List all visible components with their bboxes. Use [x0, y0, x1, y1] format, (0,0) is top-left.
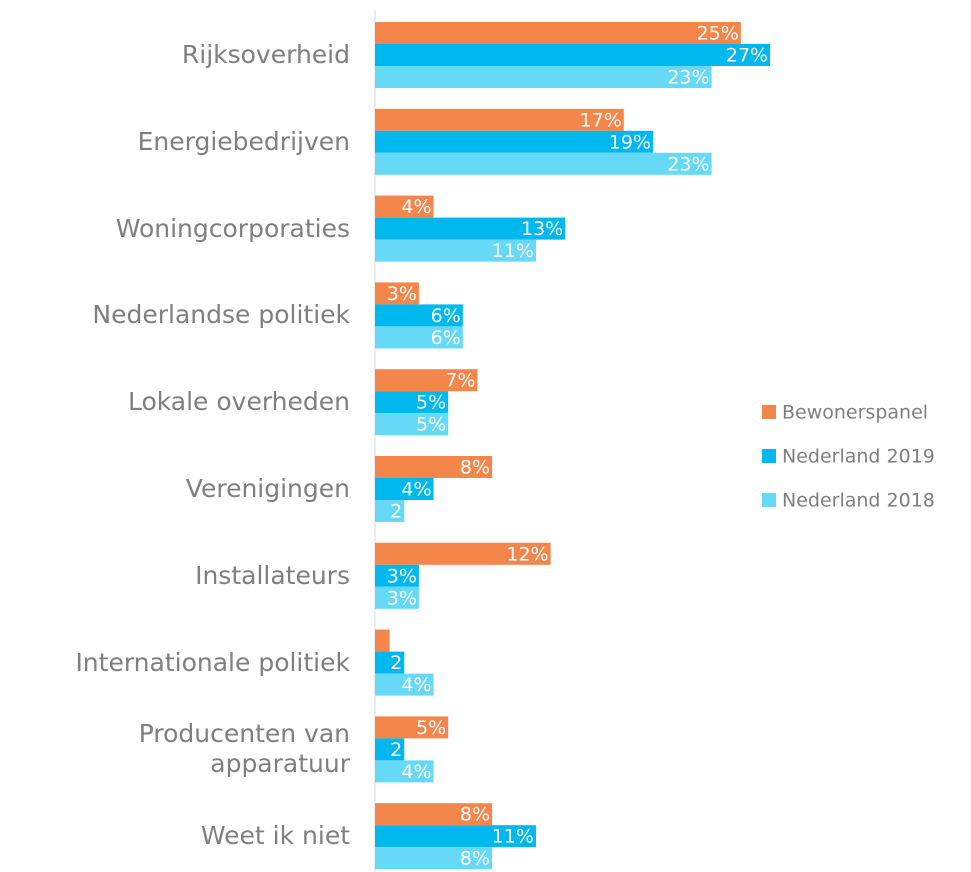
legend-swatch: [762, 405, 776, 419]
data-label: 4%: [401, 479, 431, 501]
data-label: 5%: [416, 392, 446, 414]
bar: [375, 803, 493, 826]
bar: [375, 478, 434, 500]
bar: [375, 391, 449, 414]
data-label: 6%: [431, 305, 461, 327]
data-label: 8%: [460, 848, 490, 870]
legend-swatch: [762, 449, 776, 463]
bar: [375, 500, 405, 522]
category-label: Woningcorporaties: [115, 213, 350, 243]
bar: [375, 44, 771, 66]
data-label: 13%: [521, 218, 563, 240]
data-label: 23%: [667, 67, 709, 89]
data-label: 17%: [580, 109, 622, 131]
data-label: 12%: [506, 543, 548, 565]
bar: [375, 825, 536, 848]
legend-label: Bewonerspanel: [782, 402, 928, 424]
bar: [375, 108, 624, 131]
data-label: 3%: [387, 283, 417, 305]
bar: [375, 847, 493, 870]
data-label: 3%: [387, 565, 417, 587]
bar: [375, 413, 449, 436]
data-label: 3%: [387, 587, 417, 609]
bar: [375, 282, 419, 305]
data-label: 25%: [697, 23, 739, 45]
bar: [375, 195, 434, 218]
data-label: 4%: [401, 761, 431, 783]
data-label: 27%: [726, 45, 768, 67]
bar: [375, 22, 741, 44]
data-label: 4%: [401, 674, 431, 696]
data-label: 7%: [445, 370, 475, 392]
bar: [375, 542, 551, 565]
data-label: 5%: [416, 717, 446, 739]
bar: [375, 130, 654, 153]
bar: [375, 629, 390, 652]
data-label: 8%: [460, 804, 490, 826]
data-label: 11%: [492, 240, 534, 262]
bar: [375, 152, 712, 175]
data-label: 2: [390, 501, 402, 523]
data-label: 4%: [401, 196, 431, 218]
bar: [375, 456, 493, 478]
data-label: 11%: [492, 826, 534, 848]
category-label: Weet ik niet: [200, 821, 350, 851]
data-label: 2: [390, 739, 402, 761]
data-label: 5%: [416, 414, 446, 436]
bar: [375, 738, 405, 761]
data-label: 8%: [460, 457, 490, 479]
category-label: Verenigingen: [185, 474, 350, 503]
bar: [375, 673, 434, 696]
bar: [375, 239, 536, 262]
bar: [375, 564, 419, 587]
data-label: 23%: [667, 153, 709, 175]
bar: [375, 586, 419, 609]
category-label: Lokale overheden: [127, 387, 350, 417]
category-label: Producenten van apparatuur: [138, 719, 350, 779]
category-label: Installateurs: [195, 560, 350, 590]
category-label: Internationale politiek: [75, 647, 350, 677]
bar: [375, 304, 463, 327]
category-label: Energiebedrijven: [137, 126, 350, 156]
bar: [375, 66, 712, 88]
data-label: 19%: [609, 131, 651, 153]
legend-label: Nederland 2019: [782, 446, 935, 468]
bar: [375, 326, 463, 349]
bar: [375, 369, 478, 392]
bar: [375, 716, 449, 739]
data-label: 2: [390, 652, 402, 674]
bar: [375, 651, 405, 674]
legend-label: Nederland 2018: [782, 490, 935, 512]
data-label: 6%: [431, 327, 461, 349]
bar: [375, 217, 566, 240]
bar: [375, 760, 434, 783]
legend-swatch: [762, 493, 776, 507]
category-label: Rijksoverheid: [181, 40, 350, 69]
category-label: Nederlandse politiek: [92, 300, 350, 330]
